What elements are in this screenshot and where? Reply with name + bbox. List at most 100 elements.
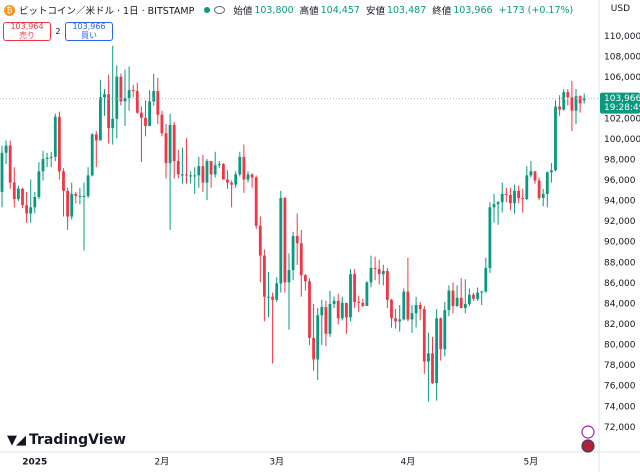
candle-body xyxy=(29,207,33,214)
candle-body xyxy=(488,207,492,268)
y-tick-label: 82,000 xyxy=(604,320,636,330)
candle-body xyxy=(513,190,516,204)
buy-price: 103,966 xyxy=(72,22,106,31)
buy-button[interactable]: 103,966 買い xyxy=(65,22,113,41)
candle-body xyxy=(111,118,115,129)
y-tick-label: 96,000 xyxy=(604,176,636,186)
candle-body xyxy=(123,98,127,102)
candle-body xyxy=(353,274,356,302)
candle-body xyxy=(459,297,463,309)
candle-body xyxy=(21,188,24,206)
candle-body xyxy=(103,94,106,98)
candle-body xyxy=(8,145,12,183)
candle-body xyxy=(406,291,410,320)
candle-body xyxy=(238,156,242,175)
candle-body xyxy=(209,161,213,175)
candle-body xyxy=(181,174,184,176)
candle-body xyxy=(90,134,94,176)
candle-body xyxy=(131,90,135,92)
ohlc-value: 103,966 xyxy=(453,4,493,16)
candle-body xyxy=(45,157,49,159)
candle-body xyxy=(62,171,65,191)
symbol-header: ₿ ビットコイン／米ドル · 1日 · BITSTAMP 始値 103,800 高… xyxy=(4,3,579,17)
candle-body xyxy=(500,193,504,203)
x-tick-label: 2月 xyxy=(155,457,170,468)
candle-body xyxy=(439,318,443,350)
sell-button[interactable]: 103,964 売り xyxy=(3,22,51,41)
candle-body xyxy=(230,182,233,185)
candle-body xyxy=(480,291,484,293)
candle-body xyxy=(66,190,69,217)
candle-body xyxy=(349,274,352,318)
candle-body xyxy=(316,315,320,360)
candle-body xyxy=(12,182,16,200)
candle-body xyxy=(152,91,156,102)
candle-body xyxy=(148,101,151,127)
candle-body xyxy=(463,303,467,309)
candle-body xyxy=(160,114,164,134)
x-tick-label: 4月 xyxy=(401,457,416,468)
candle-body xyxy=(127,90,131,99)
candle-body xyxy=(37,171,41,197)
candle-body xyxy=(94,134,98,141)
visibility-icon[interactable] xyxy=(214,6,226,14)
candle-body xyxy=(201,166,205,183)
currency[interactable]: USD xyxy=(610,4,630,14)
x-tick-label: 2025 xyxy=(22,458,47,468)
candle-body xyxy=(291,236,295,271)
candle-body xyxy=(517,190,520,199)
candle-body xyxy=(70,193,74,217)
candle-body xyxy=(550,170,553,173)
candle-body xyxy=(381,271,385,275)
y-tick-label: 72,000 xyxy=(604,423,636,433)
candle-body xyxy=(0,152,4,192)
candle-body xyxy=(4,145,8,153)
candle-body xyxy=(222,164,225,180)
y-tick-label: 92,000 xyxy=(604,217,636,227)
ohlc-label: 高値 xyxy=(299,6,319,17)
candle-body xyxy=(41,158,45,172)
candle-body xyxy=(398,319,402,322)
candle-body xyxy=(172,125,176,162)
candle-body xyxy=(492,204,496,208)
candle-body xyxy=(304,275,307,282)
candle-body xyxy=(365,282,369,306)
candle-body xyxy=(377,268,381,275)
ohlc-value: 104,457 xyxy=(320,4,360,16)
candle-body xyxy=(279,198,283,284)
candle-body xyxy=(312,337,315,360)
candle-body xyxy=(86,175,90,196)
candle-body xyxy=(197,166,201,176)
candle-body xyxy=(287,270,291,283)
candle-body xyxy=(443,310,447,350)
candle-body xyxy=(168,125,172,164)
ohlc-label: 終値 xyxy=(432,6,452,17)
candle-body xyxy=(17,188,20,200)
candle-body xyxy=(328,303,332,334)
candle-body xyxy=(107,94,110,129)
y-tick-label: 106,000 xyxy=(604,73,640,83)
candle-body xyxy=(525,175,529,200)
candle-body xyxy=(394,318,397,322)
candle-body xyxy=(472,294,475,299)
candle-body xyxy=(447,290,451,311)
candle-body xyxy=(74,193,78,196)
candle-body xyxy=(99,97,102,141)
candle-body xyxy=(135,91,139,113)
candle-body xyxy=(33,196,37,208)
candle-body xyxy=(422,309,426,362)
y-tick-label: 94,000 xyxy=(604,197,636,207)
chart-title[interactable]: ビットコイン／米ドル · 1日 · BITSTAMP xyxy=(19,6,195,17)
logo[interactable]: ▼◢ TradingView xyxy=(7,432,126,448)
candle-body xyxy=(189,175,192,177)
candle-body xyxy=(410,313,414,320)
candle-body xyxy=(53,116,57,157)
last-price-box xyxy=(600,92,640,114)
candle-body xyxy=(308,281,311,338)
candle-body xyxy=(25,205,28,214)
last-price-label: 103,966 xyxy=(604,94,640,104)
ohlc-label: 始値 xyxy=(233,6,253,17)
candle-body xyxy=(496,202,500,205)
